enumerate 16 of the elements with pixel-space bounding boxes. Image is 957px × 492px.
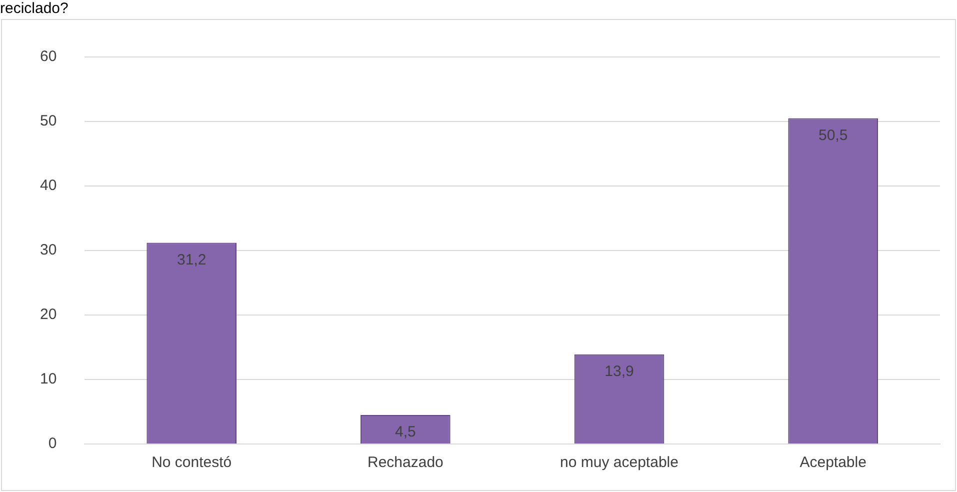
y-tick-label: 50 — [40, 112, 57, 130]
chart-title: reciclado? — [0, 0, 68, 18]
data-label: 4,5 — [395, 424, 416, 441]
y-tick-label: 30 — [40, 242, 57, 259]
x-tick-label: No contestó — [152, 454, 232, 472]
y-tick-label: 40 — [40, 177, 57, 194]
y-tick-label: 20 — [40, 306, 57, 324]
y-tick-label: 0 — [48, 435, 57, 452]
x-tick-label: no muy aceptable — [560, 454, 678, 472]
data-label: 31,2 — [176, 251, 206, 268]
x-tick-label: Rechazado — [367, 454, 444, 472]
y-tick-label: 10 — [40, 370, 57, 388]
x-tick-label: Aceptable — [800, 454, 866, 472]
y-tick-label: 60 — [40, 48, 57, 66]
data-label: 50,5 — [818, 126, 848, 144]
data-label: 13,9 — [604, 362, 634, 380]
